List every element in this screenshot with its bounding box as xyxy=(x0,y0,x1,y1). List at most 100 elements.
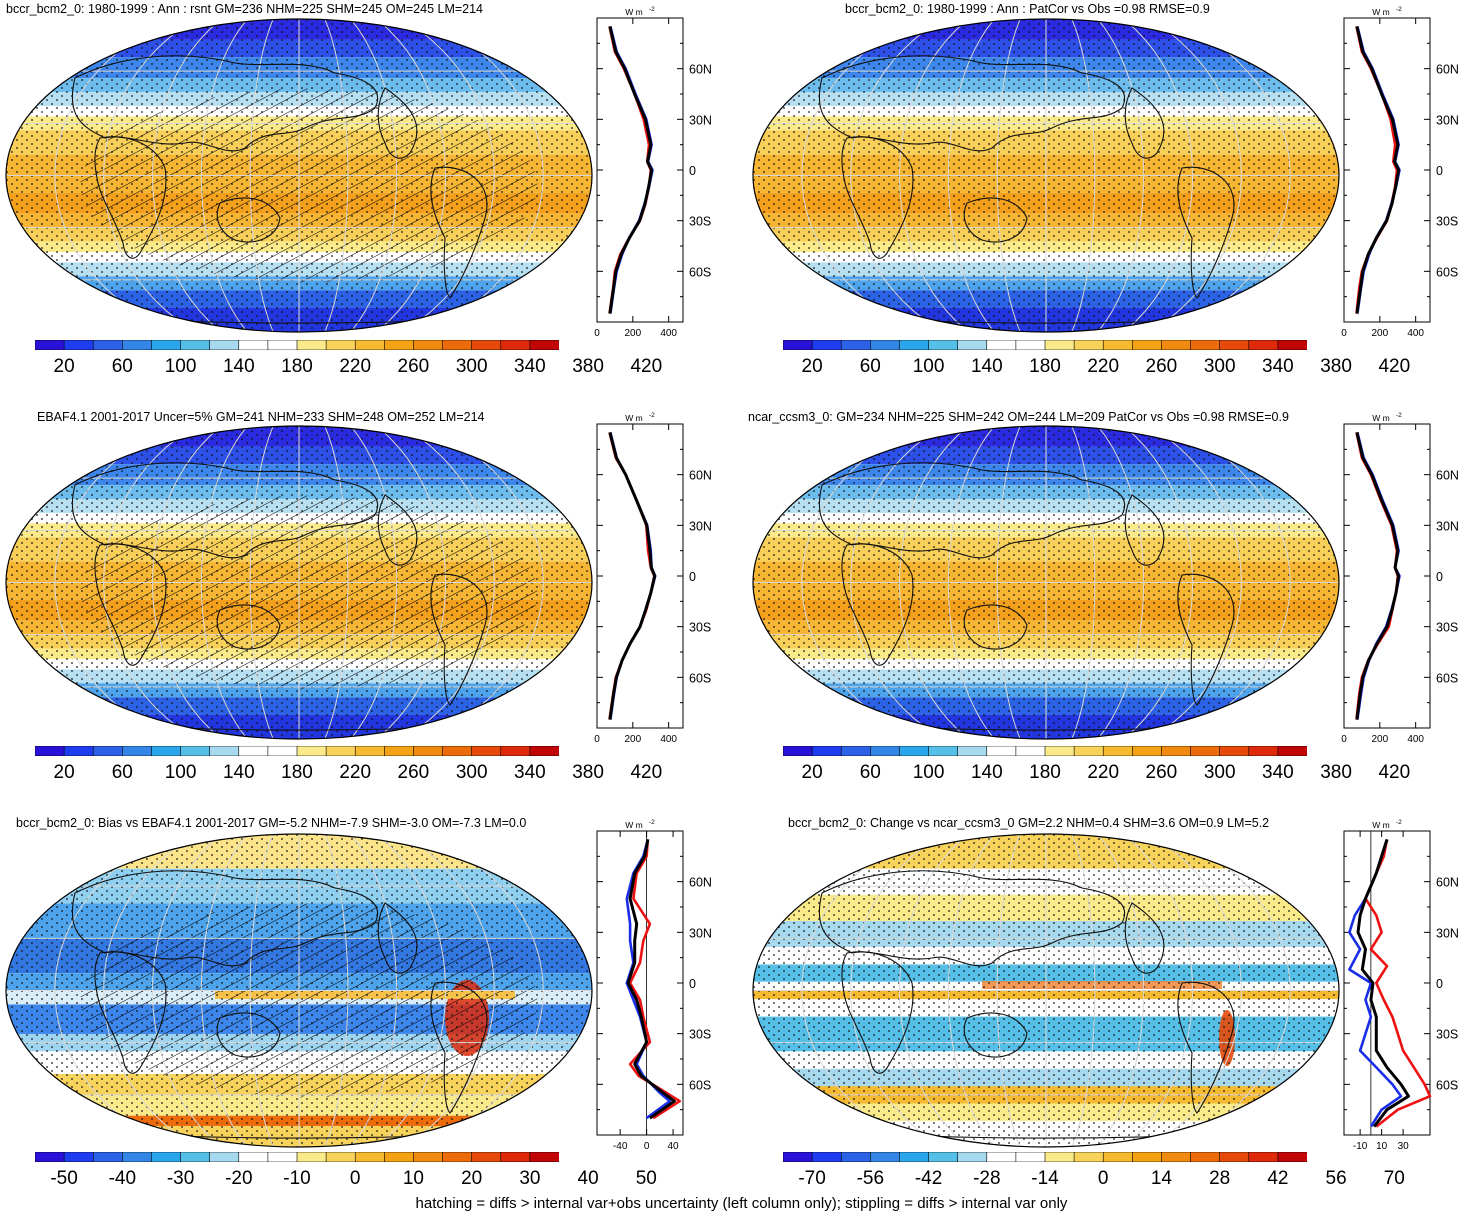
colorbar-swatch xyxy=(840,746,872,756)
lat-tick-label: 30S xyxy=(1436,621,1458,635)
colorbar-tick-label: 140 xyxy=(222,356,255,377)
x-tick-label: 200 xyxy=(1371,734,1388,745)
colorbar-tick-label: 100 xyxy=(912,356,945,377)
x-tick-label: 400 xyxy=(660,734,677,745)
lat-tick-label: 60N xyxy=(689,63,712,77)
colorbar-tick-label: 220 xyxy=(339,356,372,377)
map-border xyxy=(752,833,1340,1148)
colorbar-swatch xyxy=(267,340,298,350)
profile-unit: W m xyxy=(625,7,642,17)
zonal-profile: W m -2 60N 30N 0 30S 60S 0 200 400 xyxy=(1341,412,1459,745)
lat-tick-label: 0 xyxy=(1436,164,1443,178)
profile-frame xyxy=(1343,830,1431,1136)
colorbar-tick-label: 0 xyxy=(349,1168,361,1189)
graticule xyxy=(753,834,1339,1147)
colorbar-tick-label: 380 xyxy=(1320,762,1352,783)
lat-tick-label: 30N xyxy=(689,519,712,533)
colorbar-tick-label: 260 xyxy=(1145,762,1178,783)
colorbar-swatch xyxy=(783,340,813,350)
x-tick-label: 10 xyxy=(1376,1141,1388,1152)
colorbar-tick-label: 56 xyxy=(1325,1168,1347,1189)
x-tick-label: -40 xyxy=(613,1141,628,1152)
colorbar-swatch xyxy=(471,340,502,350)
colorbar-swatch xyxy=(1219,746,1250,756)
colorbar-swatch xyxy=(870,746,901,756)
colorbar-swatch xyxy=(928,340,959,350)
lat-tick-label: 60N xyxy=(1436,876,1459,890)
colorbar-tick-label: 0 xyxy=(1097,1168,1109,1189)
colorbar-tick-label: 70 xyxy=(1383,1168,1405,1189)
graticule xyxy=(753,19,1339,332)
colorbar-swatch xyxy=(1015,340,1046,350)
colorbar-swatch xyxy=(180,340,211,350)
colorbar-swatch xyxy=(413,340,444,350)
lat-tick-label: 60S xyxy=(1436,1078,1458,1092)
colorbar-swatch xyxy=(1015,746,1046,756)
map-border xyxy=(5,18,593,333)
colorbar-tick-label: 60 xyxy=(859,762,881,783)
colorbar-tick-label: 340 xyxy=(1262,762,1294,783)
colorbar-tick-label: 300 xyxy=(455,762,488,783)
panel-title: bccr_bcm2_0: 1980-1999 : Ann : PatCor vs… xyxy=(845,2,1210,16)
zonal-profile: W m -2 60N 30N 0 30S 60S 0 200 400 xyxy=(594,412,712,745)
colorbar-swatch xyxy=(899,340,930,350)
colorbar-swatch xyxy=(928,1152,959,1162)
colorbar-tick-label: 340 xyxy=(514,356,546,377)
lat-tick-label: 30S xyxy=(689,215,711,229)
colorbar-swatch xyxy=(238,340,269,350)
lat-tick-label: 30S xyxy=(689,621,711,635)
x-tick-label: 400 xyxy=(1407,734,1424,745)
graticule xyxy=(6,834,592,1147)
colorbar-swatch xyxy=(1073,340,1105,350)
colorbar-swatch xyxy=(63,340,95,350)
x-tick-label: 0 xyxy=(1341,734,1347,745)
colorbar-labels: 20 60 100 140 180 220 260 300 340 380 420 xyxy=(35,762,663,786)
colorbar-tick-label: 100 xyxy=(164,356,197,377)
x-tick-label: 0 xyxy=(594,734,600,745)
colorbar-swatch xyxy=(783,746,813,756)
colorbar-swatch xyxy=(267,1152,298,1162)
profile-unit: W m xyxy=(1372,7,1389,17)
colorbar-swatch xyxy=(471,746,502,756)
colorbar-tick-label: 420 xyxy=(630,762,663,783)
x-tick-label: 200 xyxy=(624,734,641,745)
map-border xyxy=(5,425,593,740)
colorbar-swatch xyxy=(122,746,153,756)
colorbar-tick-label: 220 xyxy=(339,762,372,783)
colorbar-swatch xyxy=(957,746,988,756)
colorbar-tick-label: 300 xyxy=(1203,762,1236,783)
colorbar-tick-label: 140 xyxy=(970,356,1003,377)
profile-series-black xyxy=(1356,838,1410,1128)
colorbar-swatch xyxy=(1073,1152,1105,1162)
profile-series-black xyxy=(608,26,654,314)
profile-unit-exponent: -2 xyxy=(649,412,655,419)
profile-unit: W m xyxy=(625,413,642,423)
colorbar-swatch xyxy=(1102,746,1134,756)
colorbar-swatch xyxy=(1277,1152,1307,1162)
colorbar-tick-label: 60 xyxy=(111,762,133,783)
colorbar-tick-label: 20 xyxy=(801,356,823,377)
colorbar-swatch xyxy=(238,746,269,756)
colorbar-swatch xyxy=(325,340,357,350)
colorbar-swatch xyxy=(1248,340,1279,350)
colorbar-swatch xyxy=(957,1152,988,1162)
colorbar-swatch xyxy=(529,1152,559,1162)
colorbar-swatch xyxy=(209,340,240,350)
map-panel xyxy=(5,425,593,740)
colorbar xyxy=(35,1152,559,1162)
lat-tick-label: 0 xyxy=(689,164,696,178)
colorbar-tick-label: 180 xyxy=(281,762,313,783)
profile-frame xyxy=(1343,17,1431,323)
footnote: hatching = diffs > internal var+obs unce… xyxy=(415,1195,1068,1212)
colorbar-swatch xyxy=(296,340,327,350)
colorbar-tick-label: 50 xyxy=(635,1168,657,1189)
zonal-profile: W m -2 60N 30N 0 30S 60S -40 0 40 xyxy=(596,819,712,1152)
lat-tick-label: 60N xyxy=(1436,63,1459,77)
lat-tick-label: 0 xyxy=(1436,570,1443,584)
colorbar-swatch xyxy=(1248,746,1279,756)
colorbar-swatch xyxy=(267,746,298,756)
colorbar-tick-label: 20 xyxy=(53,762,75,783)
colorbar-tick-label: 60 xyxy=(111,356,133,377)
colorbar-swatch xyxy=(811,1152,843,1162)
colorbar-swatch xyxy=(986,746,1017,756)
